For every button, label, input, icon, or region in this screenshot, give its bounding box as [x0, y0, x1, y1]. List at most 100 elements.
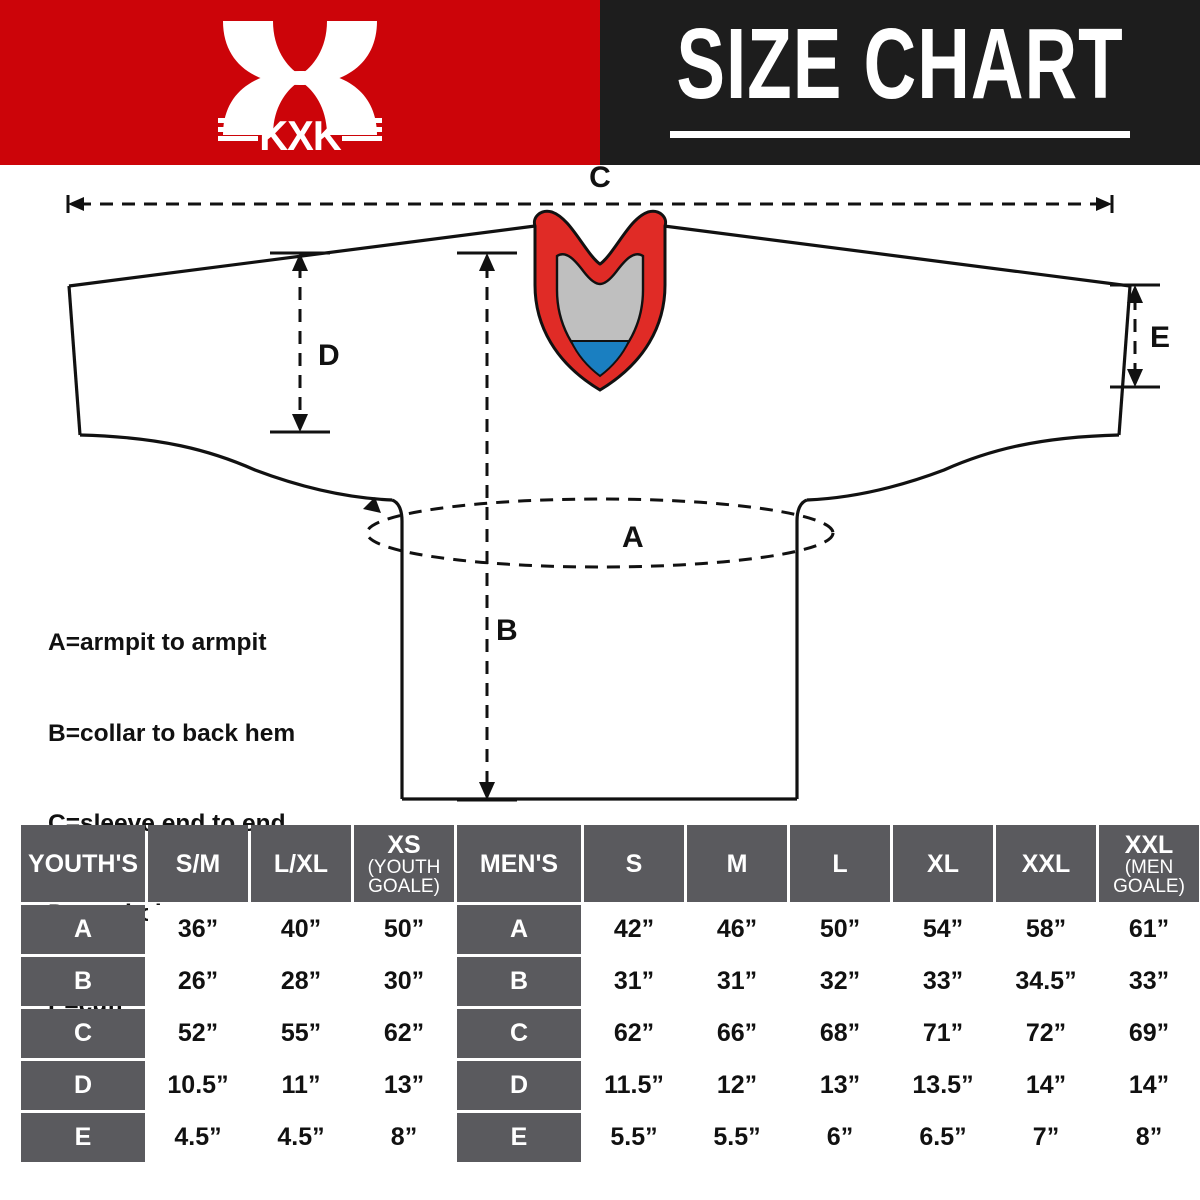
cell-mens-d-0: 11.5” [584, 1061, 684, 1110]
cell-mens-c-1: 66” [687, 1009, 787, 1058]
row-key-youth-a: A [21, 905, 145, 954]
header-mens: MEN'S [457, 825, 581, 902]
header-mens-m: M [687, 825, 787, 902]
cell-youth-a-0: 36” [148, 905, 248, 954]
header-mens-xxl-sub1: (MEN [1124, 856, 1174, 878]
cell-mens-d-5: 14” [1099, 1061, 1199, 1110]
cell-mens-e-4: 7” [996, 1113, 1096, 1162]
kxk-logo-icon [223, 20, 377, 135]
header-youth-xs-sub2: GOALE) [368, 875, 440, 897]
dimension-e-label: E [1150, 321, 1170, 354]
row-key-youth-c: C [21, 1009, 145, 1058]
cell-youth-e-0: 4.5” [148, 1113, 248, 1162]
row-key-mens-d: D [457, 1061, 581, 1110]
cell-mens-a-3: 54” [893, 905, 993, 954]
dimension-c-label: C [589, 165, 611, 194]
header-mens-xxl-sub2: GOALE) [1113, 875, 1185, 897]
cell-mens-d-1: 12” [687, 1061, 787, 1110]
cell-youth-b-2: 30” [354, 957, 454, 1006]
cell-youth-c-1: 55” [251, 1009, 351, 1058]
cell-youth-c-0: 52” [148, 1009, 248, 1058]
header-mens-s: S [584, 825, 684, 902]
page-header: SIZE CHART [0, 0, 1200, 165]
cell-mens-a-0: 42” [584, 905, 684, 954]
cell-youth-e-1: 4.5” [251, 1113, 351, 1162]
cell-youth-b-0: 26” [148, 957, 248, 1006]
cell-mens-b-0: 31” [584, 957, 684, 1006]
dimension-b: B [457, 251, 518, 802]
title-panel: SIZE CHART [600, 0, 1200, 165]
cell-mens-b-4: 34.5” [996, 957, 1096, 1006]
header-youth-xs: XS (YOUTH GOALE) [354, 825, 454, 902]
brand-panel [0, 0, 600, 165]
cell-mens-b-5: 33” [1099, 957, 1199, 1006]
header-youth-sm: S/M [148, 825, 248, 902]
header-mens-xl: XL [893, 825, 993, 902]
cell-mens-e-3: 6.5” [893, 1113, 993, 1162]
cell-mens-e-1: 5.5” [687, 1113, 787, 1162]
header-mens-l: L [790, 825, 890, 902]
cell-youth-a-1: 40” [251, 905, 351, 954]
cell-youth-a-2: 50” [354, 905, 454, 954]
header-youth-xs-sub1: (YOUTH [367, 856, 441, 878]
row-key-youth-b: B [21, 957, 145, 1006]
header-mens-xxl-goale: XXL (MEN GOALE) [1099, 825, 1199, 902]
jersey-collar [532, 209, 668, 392]
dimension-a-label: A [622, 521, 644, 554]
size-chart-table: YOUTH'S S/M L/XL XS (YOUTH GOALE) MEN'S … [18, 822, 1200, 1165]
cell-mens-a-4: 58” [996, 905, 1096, 954]
row-key-mens-a: A [457, 905, 581, 954]
cell-mens-d-3: 13.5” [893, 1061, 993, 1110]
cell-youth-b-1: 28” [251, 957, 351, 1006]
cell-mens-a-2: 50” [790, 905, 890, 954]
header-mens-xxl-goale-main: XXL [1124, 830, 1174, 859]
dimension-d: D [270, 251, 340, 434]
cell-mens-e-0: 5.5” [584, 1113, 684, 1162]
dimension-e: E [1110, 283, 1170, 389]
cell-mens-c-5: 69” [1099, 1009, 1199, 1058]
cell-mens-d-4: 14” [996, 1061, 1096, 1110]
cell-mens-b-1: 31” [687, 957, 787, 1006]
cell-mens-c-0: 62” [584, 1009, 684, 1058]
jersey-technical-drawing: D B A E C [66, 161, 1170, 802]
table-row: E 4.5” 4.5” 8” E 5.5” 5.5” 6” 6.5” 7” 8” [21, 1113, 1199, 1162]
table-header-row: YOUTH'S S/M L/XL XS (YOUTH GOALE) MEN'S … [21, 825, 1199, 902]
dimension-a: A [363, 497, 835, 569]
cell-mens-b-2: 32” [790, 957, 890, 1006]
header-youths: YOUTH'S [21, 825, 145, 902]
cell-youth-d-1: 11” [251, 1061, 351, 1110]
row-key-mens-e: E [457, 1113, 581, 1162]
cell-mens-e-2: 6” [790, 1113, 890, 1162]
cell-youth-d-0: 10.5” [148, 1061, 248, 1110]
cell-mens-c-2: 68” [790, 1009, 890, 1058]
cell-youth-e-2: 8” [354, 1113, 454, 1162]
cell-mens-b-3: 33” [893, 957, 993, 1006]
dimension-c [66, 195, 1114, 213]
table-row: D 10.5” 11” 13” D 11.5” 12” 13” 13.5” 14… [21, 1061, 1199, 1110]
header-youth-xs-main: XS [387, 830, 421, 859]
title-underline [670, 131, 1130, 138]
cell-mens-a-5: 61” [1099, 905, 1199, 954]
row-key-youth-d: D [21, 1061, 145, 1110]
page-title: SIZE CHART [676, 8, 1124, 121]
row-key-youth-e: E [21, 1113, 145, 1162]
table-row: A 36” 40” 50” A 42” 46” 50” 54” 58” 61” [21, 905, 1199, 954]
header-youth-lxl: L/XL [251, 825, 351, 902]
cell-mens-d-2: 13” [790, 1061, 890, 1110]
cell-youth-d-2: 13” [354, 1061, 454, 1110]
dimension-b-label: B [496, 614, 518, 647]
row-key-mens-c: C [457, 1009, 581, 1058]
table-row: C 52” 55” 62” C 62” 66” 68” 71” 72” 69” [21, 1009, 1199, 1058]
jersey-diagram: D B A E C A=armpi [0, 161, 1200, 1018]
cell-youth-c-2: 62” [354, 1009, 454, 1058]
legend-item-a: A=armpit to armpit [48, 629, 267, 657]
legend-item-b: B=collar to back hem [48, 719, 296, 747]
cell-mens-e-5: 8” [1099, 1113, 1199, 1162]
table-row: B 26” 28” 30” B 31” 31” 32” 33” 34.5” 33… [21, 957, 1199, 1006]
cell-mens-c-4: 72” [996, 1009, 1096, 1058]
dimension-d-label: D [318, 339, 340, 372]
cell-mens-a-1: 46” [687, 905, 787, 954]
header-mens-xxl: XXL [996, 825, 1096, 902]
row-key-mens-b: B [457, 957, 581, 1006]
cell-mens-c-3: 71” [893, 1009, 993, 1058]
